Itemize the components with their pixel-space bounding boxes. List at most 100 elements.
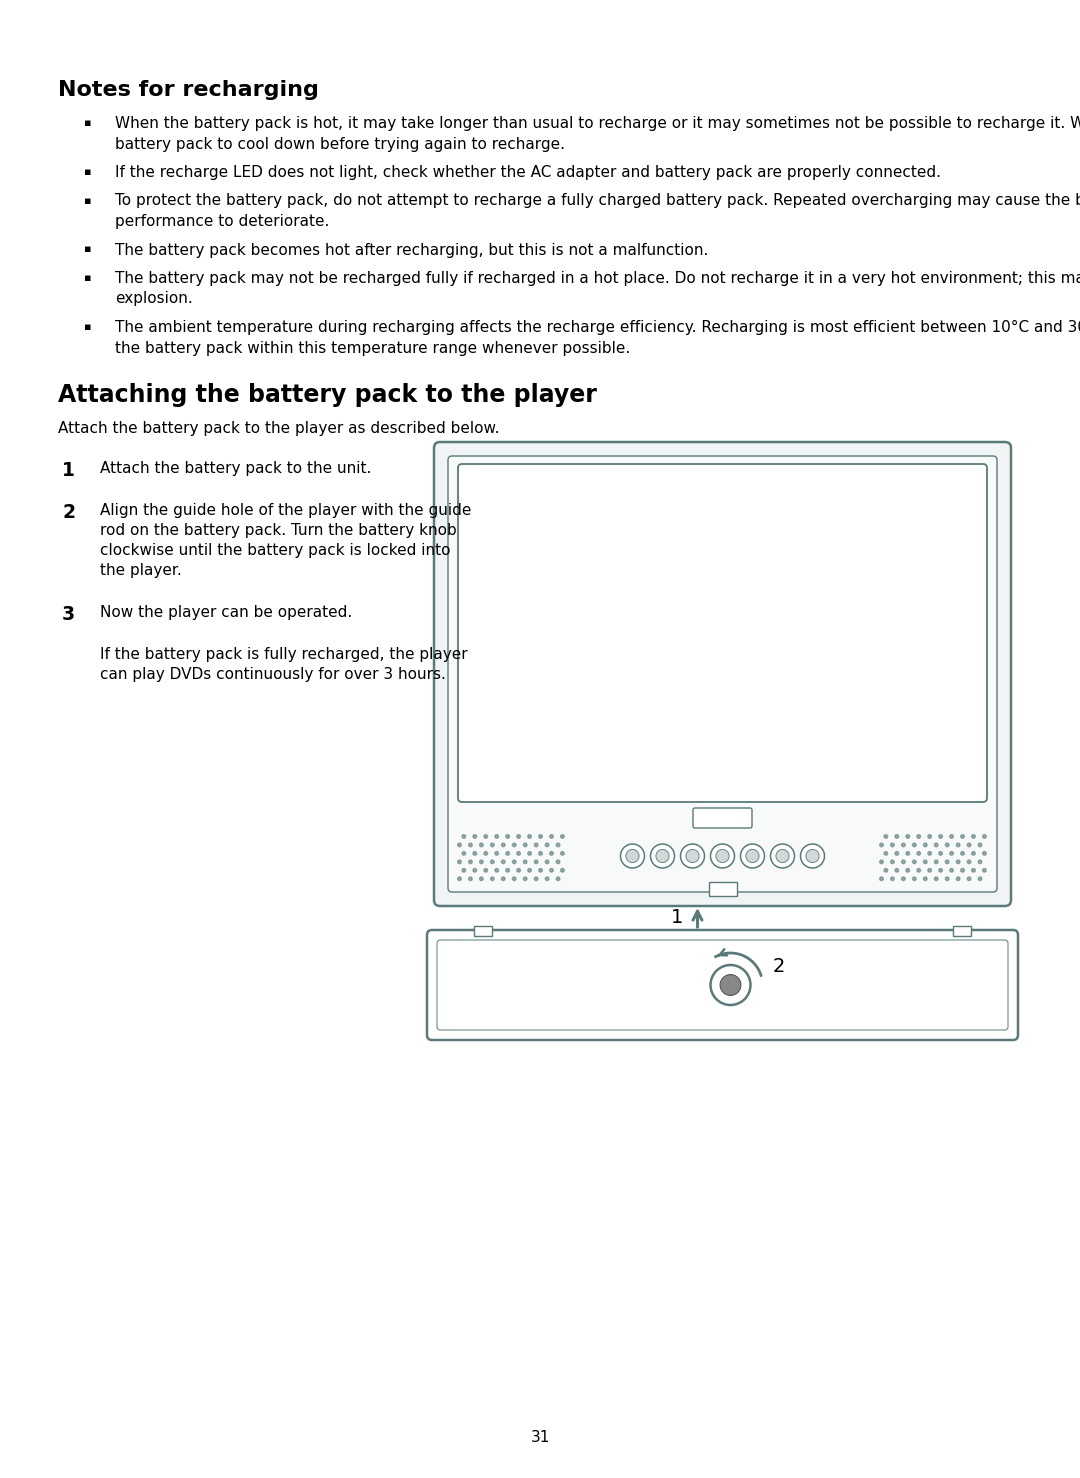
Circle shape [462,851,465,856]
Text: The battery pack may not be recharged fully if recharged in a hot place. Do not : The battery pack may not be recharged fu… [114,270,1080,287]
Circle shape [945,860,949,863]
Circle shape [913,876,916,881]
Circle shape [505,869,510,872]
Text: ▪: ▪ [84,118,92,129]
Circle shape [917,869,920,872]
Text: explosion.: explosion. [114,291,192,306]
Circle shape [978,876,982,881]
Circle shape [512,876,516,881]
Circle shape [524,876,527,881]
Circle shape [939,835,943,838]
Circle shape [885,835,888,838]
Circle shape [949,869,954,872]
Circle shape [535,876,538,881]
Text: Align the guide hole of the player with the guide: Align the guide hole of the player with … [100,503,471,517]
Circle shape [556,876,559,881]
Circle shape [957,842,960,847]
Circle shape [885,851,888,856]
Circle shape [806,850,819,863]
Text: Now the player can be operated.: Now the player can be operated. [100,605,352,619]
Circle shape [656,850,670,863]
Circle shape [469,876,472,881]
Text: the player.: the player. [100,563,181,578]
Circle shape [561,835,564,838]
Circle shape [906,835,909,838]
Circle shape [680,844,704,868]
Circle shape [978,842,982,847]
Circle shape [501,842,505,847]
Circle shape [923,876,927,881]
Text: 2: 2 [62,503,75,522]
Circle shape [775,850,789,863]
Circle shape [972,851,975,856]
Text: ▪: ▪ [84,322,92,333]
Circle shape [928,851,931,856]
Text: battery pack to cool down before trying again to recharge.: battery pack to cool down before trying … [114,136,565,152]
Text: 3: 3 [62,605,76,624]
Circle shape [983,835,986,838]
FancyBboxPatch shape [693,808,752,828]
Circle shape [550,869,553,872]
Circle shape [462,869,465,872]
Circle shape [934,842,939,847]
Circle shape [961,869,964,872]
FancyBboxPatch shape [434,442,1011,906]
Circle shape [512,860,516,863]
Circle shape [528,835,531,838]
Circle shape [983,851,986,856]
Text: ▪: ▪ [84,244,92,254]
Circle shape [550,851,553,856]
Text: When the battery pack is hot, it may take longer than usual to recharge or it ma: When the battery pack is hot, it may tak… [114,115,1080,132]
Circle shape [716,850,729,863]
Circle shape [501,876,505,881]
Text: The battery pack becomes hot after recharging, but this is not a malfunction.: The battery pack becomes hot after recha… [114,242,708,257]
Text: If the battery pack is fully recharged, the player: If the battery pack is fully recharged, … [100,647,468,662]
Text: Attaching the battery pack to the player: Attaching the battery pack to the player [58,383,597,406]
Circle shape [880,842,883,847]
Text: If the recharge LED does not light, check whether the AC adapter and battery pac: If the recharge LED does not light, chec… [114,166,941,180]
Circle shape [473,869,476,872]
Bar [708,882,737,896]
Text: the battery pack within this temperature range whenever possible.: the battery pack within this temperature… [114,340,631,356]
Circle shape [895,851,899,856]
Circle shape [539,835,542,838]
Text: 1: 1 [62,461,75,480]
Circle shape [968,876,971,881]
Circle shape [895,835,899,838]
Circle shape [913,842,916,847]
Circle shape [462,835,465,838]
Circle shape [945,842,949,847]
Circle shape [961,835,964,838]
Text: ▪: ▪ [84,167,92,177]
Circle shape [949,851,954,856]
Circle shape [978,860,982,863]
Circle shape [561,851,564,856]
FancyBboxPatch shape [458,464,987,803]
Circle shape [490,842,495,847]
Circle shape [880,876,883,881]
Bar [953,927,971,936]
Circle shape [934,860,939,863]
Text: can play DVDs continuously for over 3 hours.: can play DVDs continuously for over 3 ho… [100,667,446,681]
Circle shape [517,851,521,856]
Text: rod on the battery pack. Turn the battery knob: rod on the battery pack. Turn the batter… [100,523,457,538]
Circle shape [556,842,559,847]
Circle shape [906,851,909,856]
Circle shape [545,860,549,863]
Circle shape [923,860,927,863]
Text: 31: 31 [530,1431,550,1445]
Circle shape [906,869,909,872]
Circle shape [957,876,960,881]
Bar [474,927,492,936]
Circle shape [917,835,920,838]
Circle shape [517,869,521,872]
Circle shape [458,876,461,881]
Circle shape [928,835,931,838]
Circle shape [473,851,476,856]
Circle shape [891,876,894,881]
Circle shape [917,851,920,856]
Circle shape [505,835,510,838]
FancyBboxPatch shape [427,930,1018,1041]
Circle shape [686,850,699,863]
Circle shape [505,851,510,856]
